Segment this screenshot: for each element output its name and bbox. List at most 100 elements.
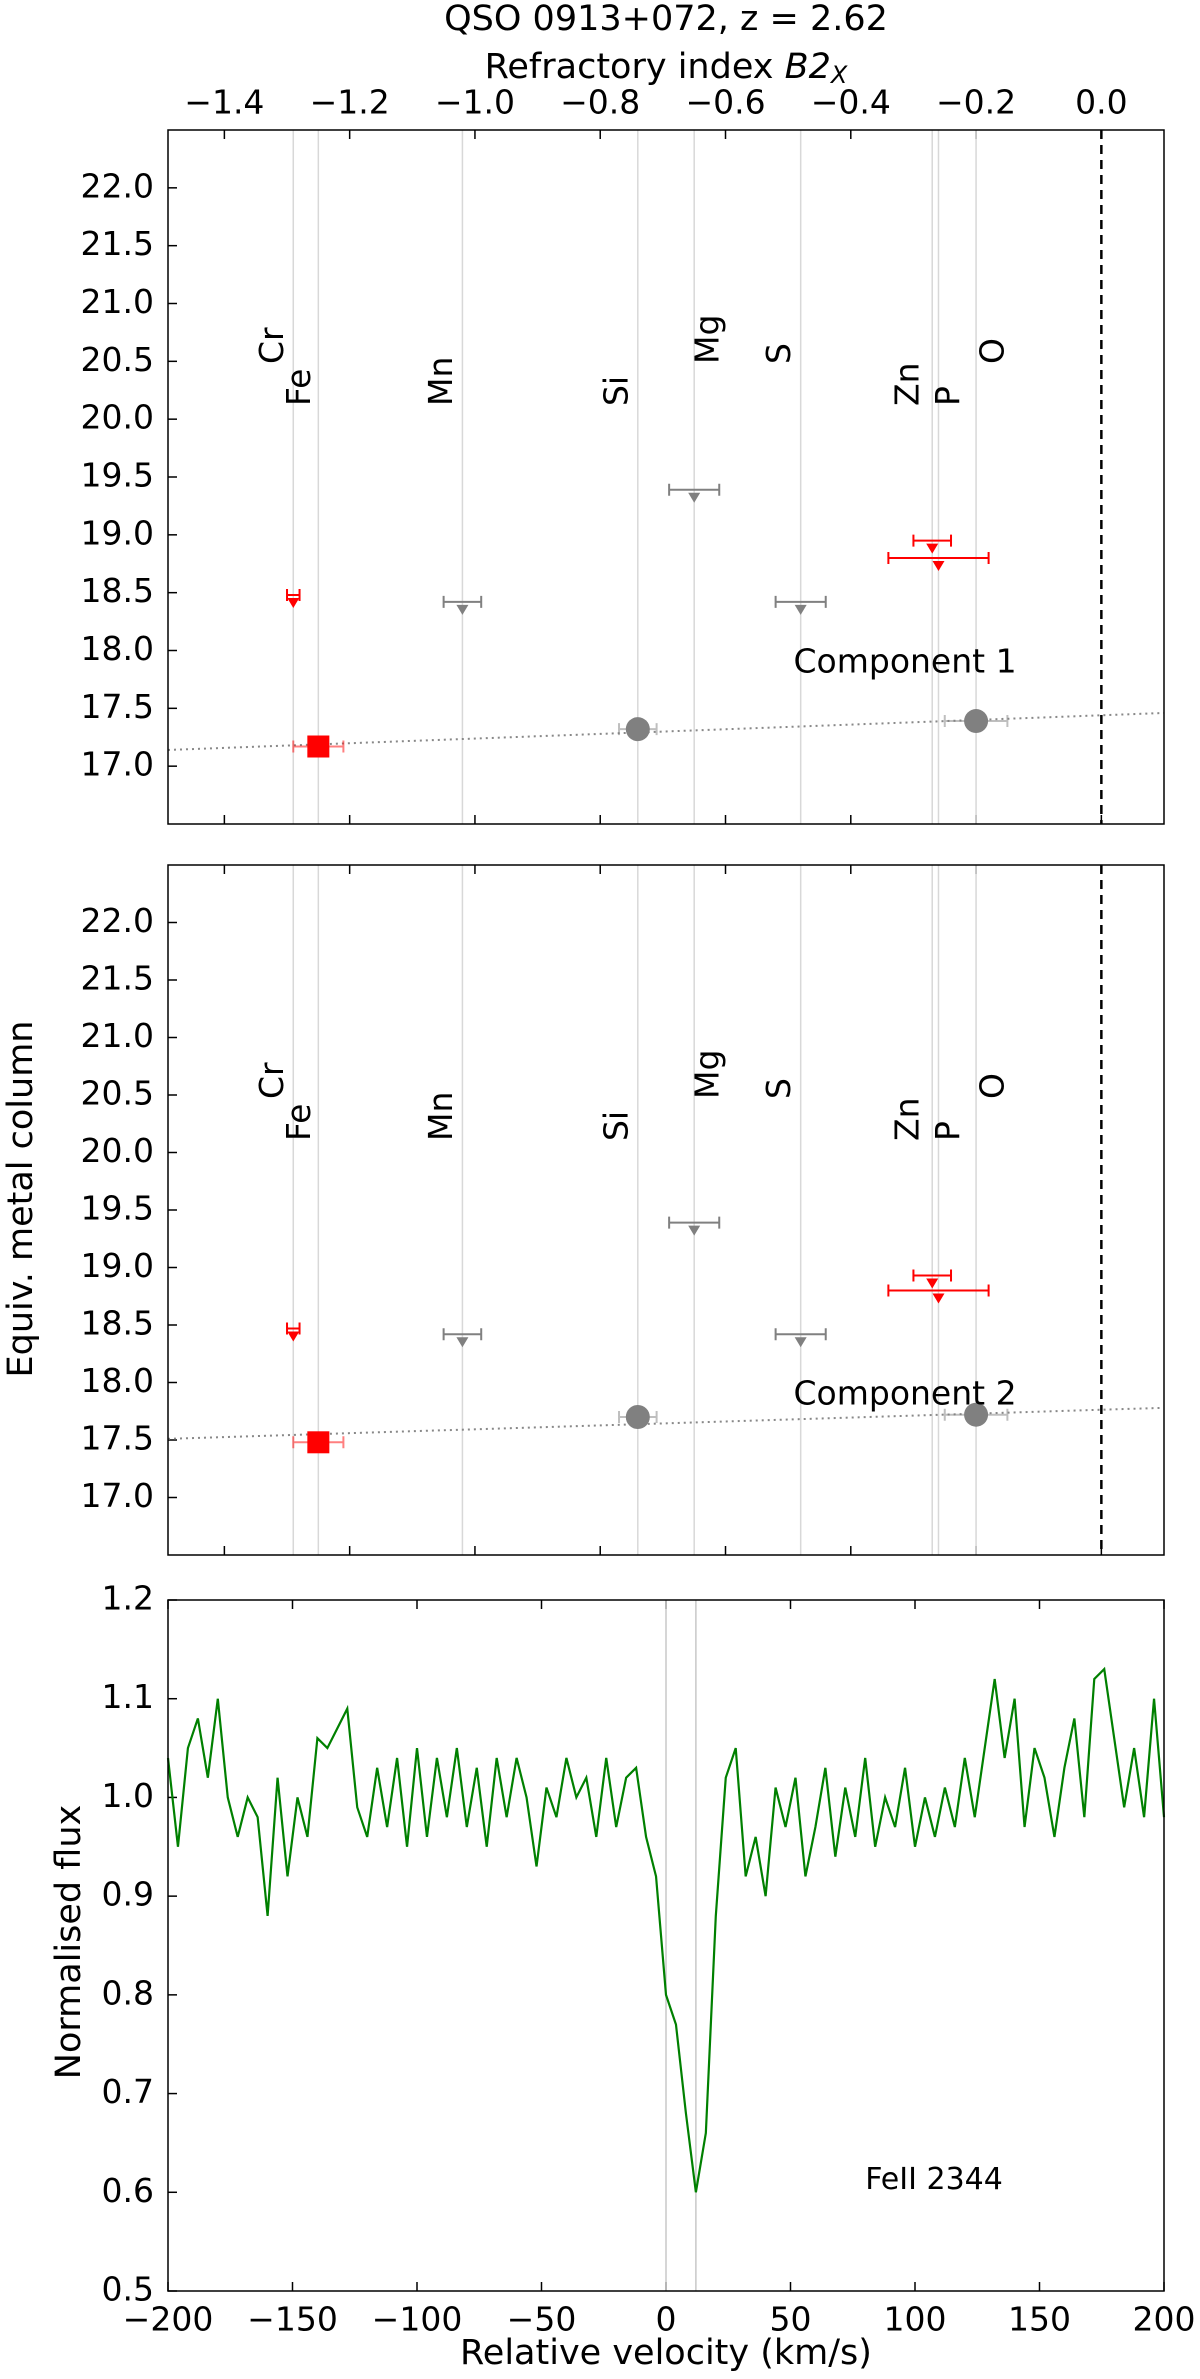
element-label: Fe	[279, 369, 318, 406]
annotation: FeII 2344	[865, 2162, 1003, 2197]
y-tick-label: 18.5	[81, 1304, 154, 1343]
y-tick-label: 20.0	[81, 398, 154, 437]
annotation: Component 2	[794, 1373, 1017, 1412]
element-label: Mg	[688, 315, 727, 364]
y-tick-label: 18.0	[81, 1361, 154, 1400]
x-error-bar	[442, 595, 483, 608]
x-tick-label: −0.2	[936, 83, 1016, 122]
element-label: Zn	[888, 362, 927, 406]
upper-limit-marker	[688, 492, 701, 503]
element-label: S	[759, 1078, 798, 1099]
y-tick-label: 19.0	[81, 1246, 154, 1285]
element-label: Si	[596, 376, 635, 406]
x-label-text: Refractory index	[485, 47, 785, 87]
upper-limit-marker	[932, 560, 945, 571]
measurement-marker	[625, 1405, 650, 1429]
y-tick-label: 22.0	[81, 166, 154, 205]
x-tick-label: −200	[123, 2300, 214, 2339]
x-tick-label: 200	[1133, 2300, 1196, 2339]
y-tick-label: 20.5	[81, 340, 154, 379]
x-tick-label: 50	[770, 2300, 812, 2339]
x-error-bar	[286, 588, 301, 601]
upper-limit-marker	[794, 1337, 807, 1348]
x-tick-label: −1.4	[184, 83, 264, 122]
x-axis-label: Relative velocity (km/s)	[460, 2333, 872, 2373]
upper-limit-marker	[287, 1331, 300, 1342]
y-tick-label: 1.0	[102, 1776, 154, 1815]
element-label: S	[759, 343, 798, 364]
upper-limit-marker	[287, 597, 300, 608]
y-tick-label: 21.0	[81, 282, 154, 321]
element-label: O	[973, 338, 1012, 364]
x-tick-label: 100	[884, 2300, 947, 2339]
y-axis-label: Normalised flux	[49, 1805, 89, 2079]
y-tick-label: 19.5	[81, 1189, 154, 1228]
x-tick-label: −0.4	[811, 83, 891, 122]
element-label: Zn	[888, 1097, 927, 1141]
plot-frame	[167, 1599, 1165, 2292]
top-x-axis-label: Refractory index B2X	[485, 47, 848, 89]
upper-limit-marker	[794, 604, 807, 615]
x-error-bar	[912, 1269, 953, 1282]
x-error-bar	[668, 1216, 721, 1229]
y-tick-label: 19.5	[81, 456, 154, 495]
x-error-bar	[668, 483, 721, 496]
element-label: Fe	[279, 1104, 318, 1141]
y-axis-label: Equiv. metal column	[1, 1021, 41, 1378]
x-tick-label: −150	[247, 2300, 338, 2339]
fit-line	[167, 711, 1165, 751]
y-tick-label: 17.5	[81, 687, 154, 726]
upper-limit-marker	[456, 1337, 469, 1348]
x-label-subscript: X	[829, 61, 848, 89]
upper-limit-marker	[932, 1293, 945, 1304]
y-tick-label: 21.0	[81, 1016, 154, 1055]
x-tick-label: −1.0	[435, 83, 515, 122]
x-error-bar	[442, 1328, 483, 1341]
measurement-marker	[307, 1431, 330, 1454]
x-error-bar	[774, 1328, 827, 1341]
measurement-marker	[964, 1402, 989, 1427]
x-error-bar	[774, 595, 827, 608]
element-label: Mn	[421, 1092, 460, 1141]
spectrum-line	[166, 1666, 1166, 2193]
x-error-bar	[912, 534, 953, 547]
y-tick-label: 21.5	[81, 224, 154, 263]
x-label-symbol: B2	[785, 47, 831, 87]
y-tick-label: 17.0	[81, 1476, 154, 1515]
x-tick-label: 150	[1008, 2300, 1071, 2339]
x-tick-label: −1.2	[310, 83, 390, 122]
y-tick-label: 0.5	[102, 2270, 154, 2309]
element-label: O	[973, 1073, 1012, 1099]
y-tick-label: 21.5	[81, 959, 154, 998]
fit-line	[167, 1406, 1165, 1440]
y-tick-label: 20.0	[81, 1131, 154, 1170]
plot-frame	[167, 864, 1165, 1556]
y-tick-label: 0.8	[102, 1973, 154, 2012]
measurement-marker	[625, 717, 650, 742]
y-tick-label: 19.0	[81, 513, 154, 552]
y-tick-label: 1.1	[102, 1677, 154, 1716]
x-error-bar	[286, 1322, 301, 1335]
y-tick-label: 17.5	[81, 1419, 154, 1458]
plot-frame	[167, 129, 1165, 825]
upper-limit-marker	[688, 1225, 701, 1236]
x-tick-label: −50	[507, 2300, 577, 2339]
x-tick-label: −0.6	[685, 83, 765, 122]
element-label: P	[928, 1121, 967, 1141]
measurement-marker	[307, 735, 330, 758]
upper-limit-marker	[926, 543, 939, 554]
element-label: Mn	[421, 357, 460, 406]
y-tick-label: 1.2	[102, 1579, 154, 1618]
x-error-bar	[887, 551, 990, 564]
y-tick-label: 22.0	[81, 901, 154, 940]
x-tick-label: −100	[372, 2300, 463, 2339]
y-tick-label: 0.7	[102, 2072, 154, 2111]
y-tick-label: 17.0	[81, 745, 154, 784]
chart-title: QSO 0913+072, z = 2.62	[444, 0, 888, 39]
element-label: Cr	[252, 327, 291, 364]
element-label: Cr	[252, 1062, 291, 1099]
upper-limit-marker	[926, 1278, 939, 1289]
x-tick-label: 0.0	[1075, 83, 1127, 122]
y-tick-label: 20.5	[81, 1074, 154, 1113]
